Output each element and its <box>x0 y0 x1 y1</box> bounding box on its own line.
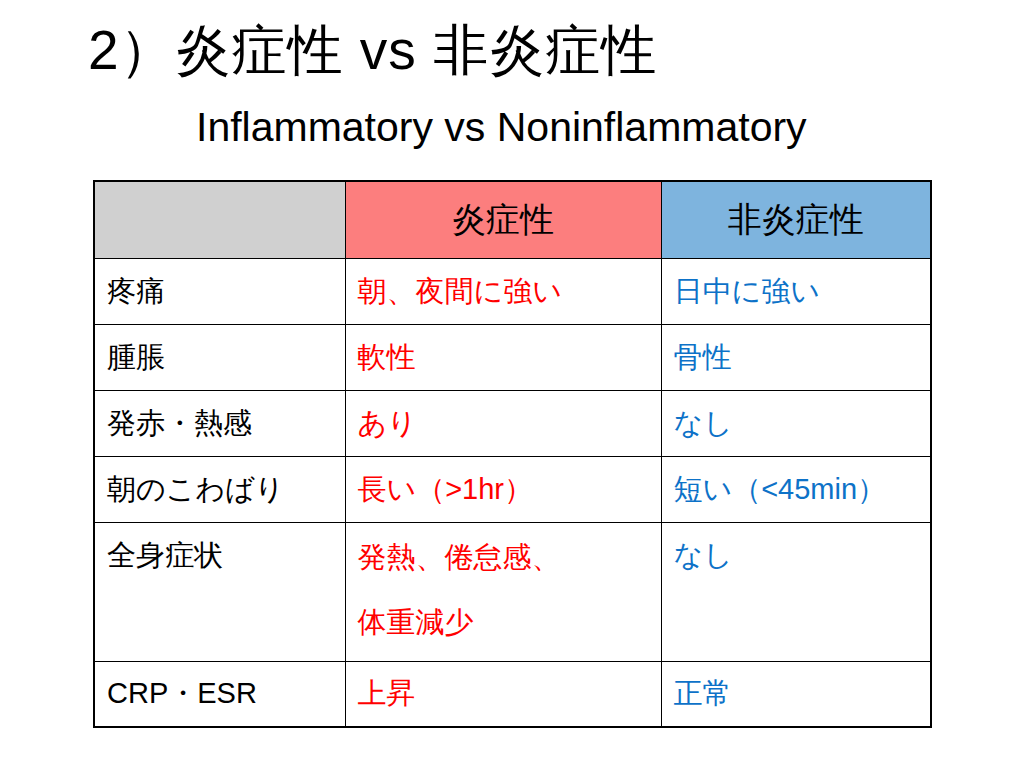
noninflammatory-cell: 日中に強い <box>661 259 931 325</box>
noninflammatory-cell: なし <box>661 523 931 662</box>
comparison-table: 炎症性 非炎症性 疼痛 朝、夜間に強い 日中に強い 腫脹 軟性 骨性 発赤・熱感… <box>93 180 932 728</box>
table-row: 朝のこわばり 長い（>1hr） 短い（<45min） <box>94 457 931 523</box>
row-label: 疼痛 <box>94 259 345 325</box>
inflammatory-cell: あり <box>345 391 661 457</box>
inflammatory-cell: 朝、夜間に強い <box>345 259 661 325</box>
table-row: 発赤・熱感 あり なし <box>94 391 931 457</box>
noninflammatory-cell: なし <box>661 391 931 457</box>
table-row: 腫脹 軟性 骨性 <box>94 325 931 391</box>
noninflammatory-cell: 骨性 <box>661 325 931 391</box>
row-label: 発赤・熱感 <box>94 391 345 457</box>
row-label: 腫脹 <box>94 325 345 391</box>
noninflammatory-cell: 短い（<45min） <box>661 457 931 523</box>
slide-subtitle: Inflammatory vs Noninflammatory <box>196 104 807 151</box>
noninflammatory-column-header: 非炎症性 <box>661 181 931 259</box>
slide: 2）炎症性 vs 非炎症性 Inflammatory vs Noninflamm… <box>0 0 1024 768</box>
inflammatory-cell: 上昇 <box>345 662 661 728</box>
inflammatory-cell: 軟性 <box>345 325 661 391</box>
noninflammatory-cell: 正常 <box>661 662 931 728</box>
table-row: CRP・ESR 上昇 正常 <box>94 662 931 728</box>
table-row: 全身症状 発熱、倦怠感、 体重減少 なし <box>94 523 931 662</box>
inflammatory-cell: 発熱、倦怠感、 体重減少 <box>345 523 661 662</box>
slide-title: 2）炎症性 vs 非炎症性 <box>88 14 657 88</box>
row-label: 全身症状 <box>94 523 345 662</box>
inflammatory-cell: 長い（>1hr） <box>345 457 661 523</box>
row-label: 朝のこわばり <box>94 457 345 523</box>
table-row: 疼痛 朝、夜間に強い 日中に強い <box>94 259 931 325</box>
inflammatory-column-header: 炎症性 <box>345 181 661 259</box>
corner-cell <box>94 181 345 259</box>
table-header-row: 炎症性 非炎症性 <box>94 181 931 259</box>
row-label: CRP・ESR <box>94 662 345 728</box>
